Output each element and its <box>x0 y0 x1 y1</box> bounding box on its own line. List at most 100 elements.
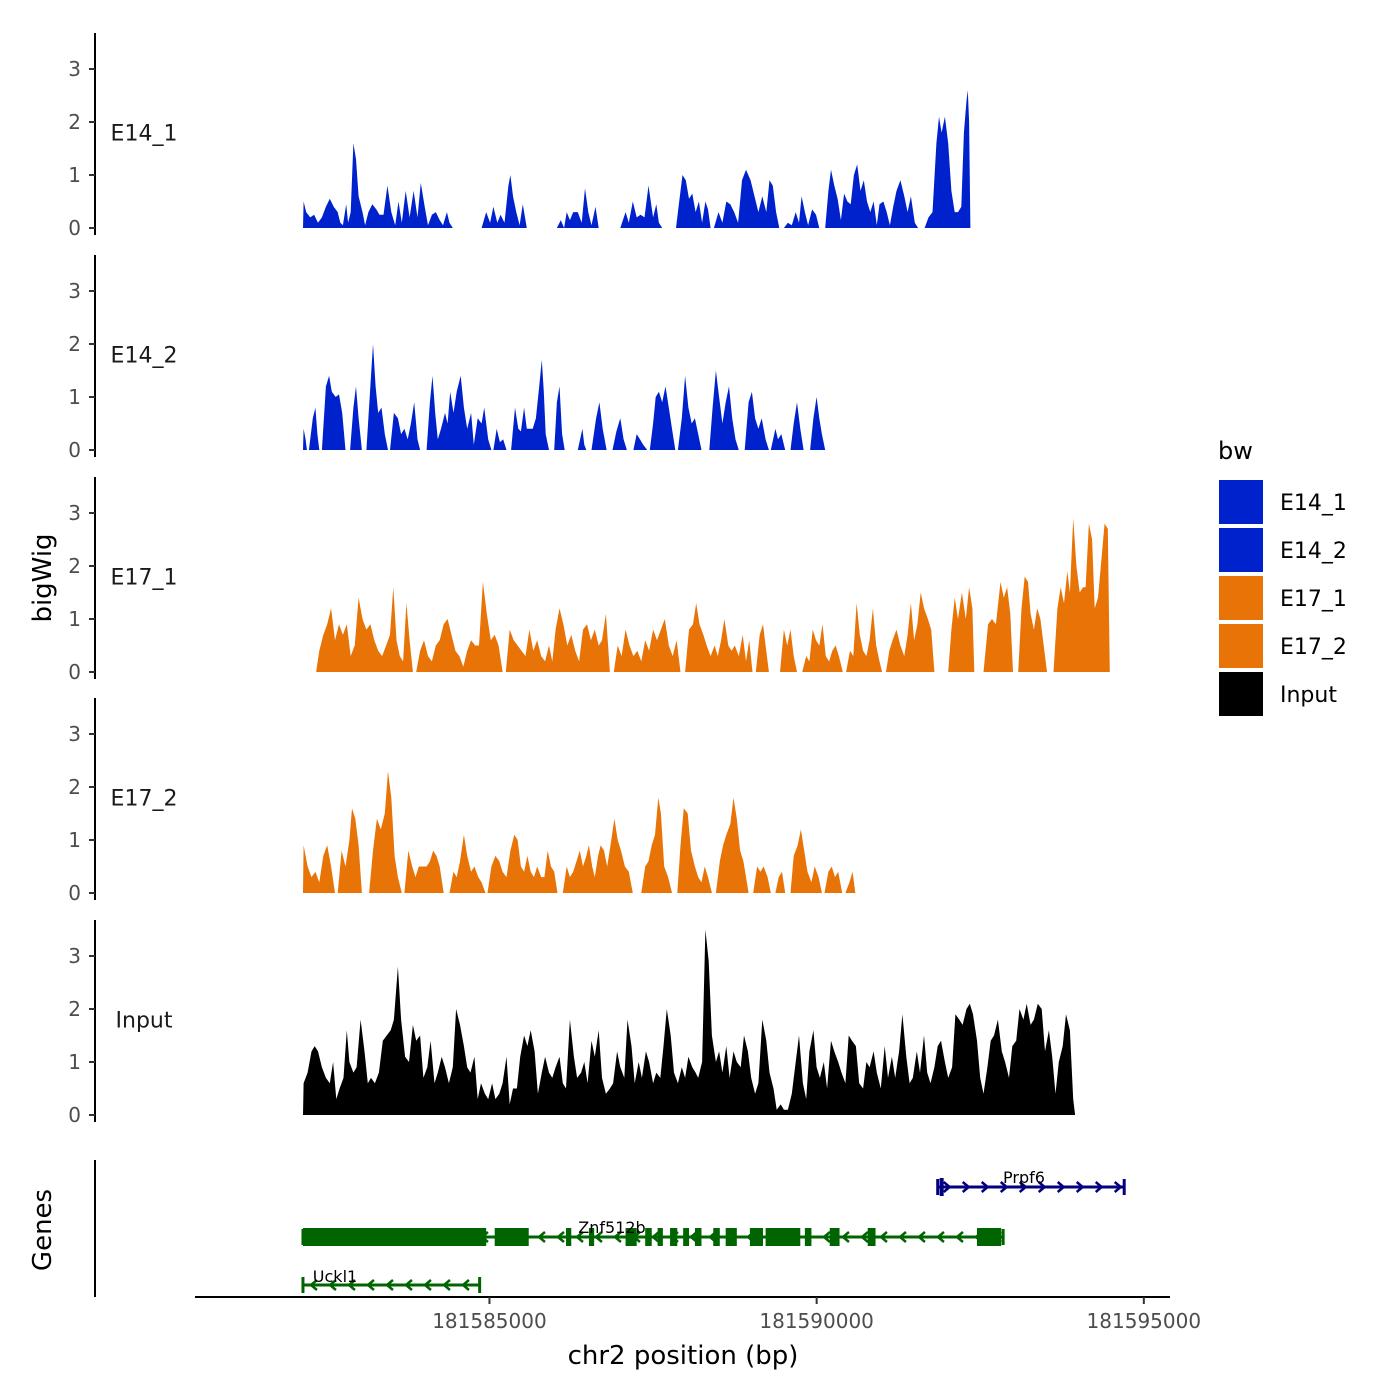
y-tick-label: 1 <box>68 1050 81 1074</box>
legend-label: E17_2 <box>1280 635 1347 660</box>
y-tick-label: 0 <box>68 438 81 462</box>
gene-name-label: Uckl1 <box>313 1267 357 1286</box>
coverage-area <box>983 581 1013 672</box>
coverage-area <box>790 829 822 893</box>
gene-track: Prpf6 Znf512b Uckl1 <box>94 1160 1126 1297</box>
coverage-area <box>577 428 587 450</box>
coverage-area <box>303 143 453 228</box>
exon-block <box>804 1228 812 1246</box>
strand-arrow <box>1113 1181 1123 1193</box>
track-label: Input <box>116 1009 173 1034</box>
strand-arrow <box>385 1279 394 1291</box>
coverage-area <box>562 818 633 893</box>
coverage-area <box>775 871 786 893</box>
exon-block <box>625 1228 637 1246</box>
y-tick-label: 0 <box>68 216 81 240</box>
strand-arrow <box>537 1231 546 1243</box>
exon-block <box>829 1228 840 1246</box>
track-label: E14_1 <box>111 122 178 147</box>
coverage-area <box>633 434 648 450</box>
y-tick-label: 3 <box>68 279 81 303</box>
strand-arrow <box>1075 1181 1085 1193</box>
strand-arrow <box>575 1231 584 1243</box>
track-E14_2: 0 1 2 3 E14_2 <box>68 255 826 462</box>
legend-title: bw <box>1218 437 1253 465</box>
exon-block <box>683 1228 690 1246</box>
legend-label: E14_2 <box>1280 539 1347 564</box>
strand-arrow <box>328 1279 337 1291</box>
exon-block <box>713 1228 720 1246</box>
strand-arrow <box>594 1231 603 1243</box>
y-tick-label: 0 <box>68 660 81 684</box>
coverage-area <box>676 175 711 228</box>
exon-block <box>494 1228 529 1246</box>
y-tick-label: 1 <box>68 163 81 187</box>
x-axis-title: chr2 position (bp) <box>568 1341 799 1371</box>
coverage-area <box>755 624 769 672</box>
coverage-area <box>303 929 1076 1115</box>
exon-block <box>694 1228 702 1246</box>
coverage-area <box>612 418 627 450</box>
coverage-area <box>677 375 702 450</box>
coverage-area <box>321 375 346 450</box>
strand-arrow <box>1018 1181 1028 1193</box>
y-tick-label: 3 <box>68 57 81 81</box>
exon-block <box>566 1228 572 1246</box>
coverage-area <box>790 402 804 450</box>
strand-arrow <box>404 1279 413 1291</box>
y-tick-label: 3 <box>68 944 81 968</box>
legend: bw E14_1 E14_2 E17_1 E17_2 Input <box>1218 437 1347 716</box>
legend-swatch <box>1219 672 1263 716</box>
y-tick-label: 1 <box>68 828 81 852</box>
exon-block <box>867 1228 876 1246</box>
strand-arrow <box>980 1181 990 1193</box>
y-tick-label: 2 <box>68 775 81 799</box>
signal-tracks: 0 1 2 3 E14_1 0 1 2 3 E14_2 0 1 2 3 E17_1 0 1 2 3 E17_2 0 1 2 3… <box>68 33 1110 1127</box>
coverage-area <box>924 90 971 228</box>
y-axis-title-tracks: bigWig <box>28 533 58 622</box>
coverage-area <box>824 866 843 893</box>
strand-arrow <box>942 1181 952 1193</box>
x-axis-ticks: 181585000 181590000 181595000 <box>432 1297 1201 1333</box>
x-tick-label: 181585000 <box>432 1309 547 1333</box>
x-tick-label: 181590000 <box>759 1309 874 1333</box>
strand-arrow <box>1094 1181 1104 1193</box>
strand-arrow <box>961 1181 971 1193</box>
coverage-area <box>613 619 681 672</box>
strand-arrow <box>366 1279 375 1291</box>
exon-block <box>645 1228 652 1246</box>
x-tick-label: 181595000 <box>1087 1309 1202 1333</box>
strand-arrow <box>423 1279 432 1291</box>
strand-arrow <box>556 1231 565 1243</box>
strand-arrow <box>879 1231 888 1243</box>
y-tick-label: 0 <box>68 1103 81 1127</box>
coverage-area <box>493 428 507 450</box>
coverage-area <box>783 196 820 228</box>
coverage-area <box>426 375 492 450</box>
coverage-area <box>641 797 672 893</box>
gene-Znf512b: Znf512b <box>301 1218 1005 1246</box>
coverage-area <box>366 344 388 450</box>
coverage-area <box>1053 518 1110 672</box>
coverage-area <box>770 428 786 450</box>
exon-block <box>670 1228 678 1246</box>
coverage-area <box>505 608 610 672</box>
legend-label: E14_1 <box>1280 491 1347 516</box>
coverage-area <box>825 164 919 228</box>
coverage-area <box>556 188 599 228</box>
y-tick-label: 0 <box>68 881 81 905</box>
coverage-area <box>390 402 421 450</box>
strand-arrow <box>917 1231 926 1243</box>
legend-swatch <box>1219 576 1263 620</box>
coverage-area <box>369 771 402 893</box>
legend-swatch <box>1219 528 1263 572</box>
coverage-area <box>948 587 975 672</box>
y-tick-label: 3 <box>68 722 81 746</box>
strand-arrow <box>442 1279 451 1291</box>
coverage-area <box>685 603 753 672</box>
strand-arrow <box>955 1231 964 1243</box>
coverage-area <box>303 845 335 893</box>
strand-arrow <box>860 1231 869 1243</box>
coverage-area <box>810 397 826 450</box>
